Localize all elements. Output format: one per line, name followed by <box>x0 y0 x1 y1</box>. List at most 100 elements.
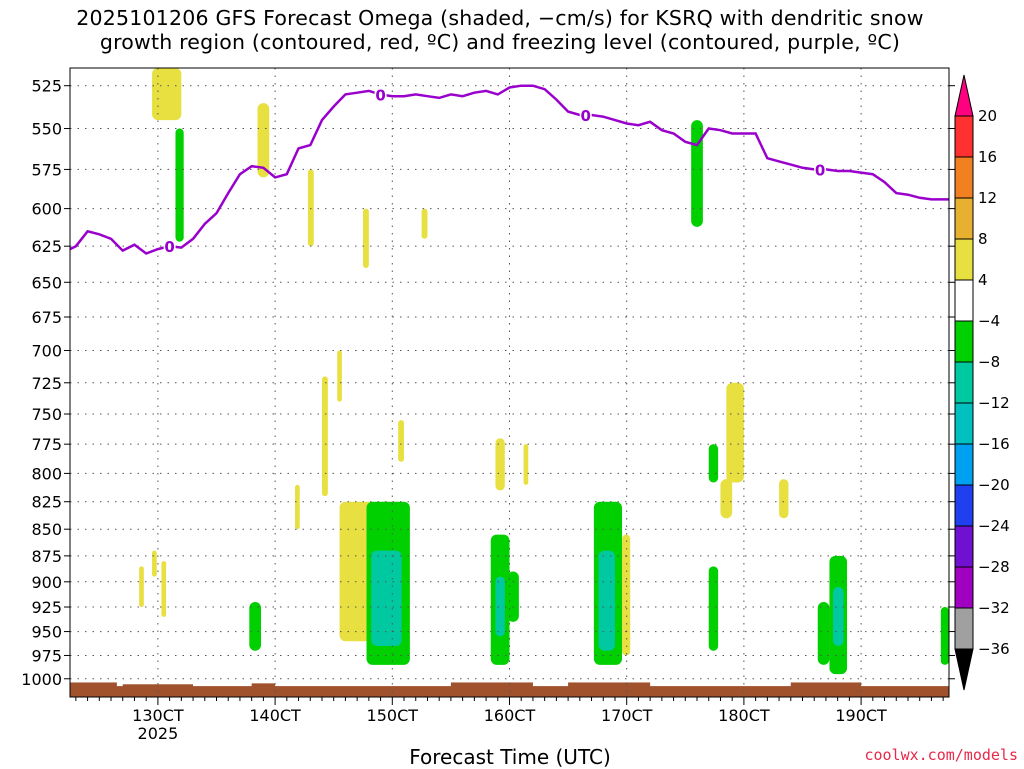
omega-cell <box>152 68 182 121</box>
omega-cell <box>363 208 369 269</box>
freezing-level-label: 0 <box>815 161 825 179</box>
x-tick-label: 170CT <box>601 706 653 725</box>
freezing-level-label-bg <box>579 107 592 124</box>
freezing-level-contour: 0 0 0 0 <box>69 84 949 256</box>
freezing-level-label-bg <box>374 86 387 103</box>
colorbar-label: −12 <box>978 394 1010 412</box>
colorbar-segment <box>954 115 974 158</box>
colorbar-label: −4 <box>978 312 1000 330</box>
colorbar-segment <box>954 566 974 609</box>
colorbar-bottom-arrow <box>954 648 974 691</box>
omega-cell <box>321 376 328 497</box>
y-tick-label: 900 <box>31 573 62 592</box>
colorbar-label: −32 <box>978 599 1010 617</box>
omega-cell <box>817 602 830 665</box>
omega-cell <box>832 586 844 646</box>
omega-cell <box>175 128 184 242</box>
colorbar-segment <box>954 607 974 650</box>
omega-cell <box>161 561 167 617</box>
x-tick-label: 180CT <box>718 706 770 725</box>
omega-cell <box>249 602 262 651</box>
terrain-bump <box>122 684 194 688</box>
x-tick-label: 160CT <box>484 706 536 725</box>
omega-cell <box>617 518 623 661</box>
omega-cell <box>622 534 631 656</box>
terrain-bump <box>790 682 862 688</box>
colorbar-label: 16 <box>978 148 997 166</box>
omega-cell <box>371 550 402 646</box>
omega-cell <box>598 550 615 651</box>
omega-cell <box>152 550 157 577</box>
colorbar-segment <box>954 443 974 486</box>
x-axis-label: Forecast Time (UTC) <box>409 745 611 769</box>
terrain-bump <box>251 683 276 688</box>
y-tick-label: 750 <box>31 405 62 424</box>
colorbar-label: 20 <box>978 107 997 125</box>
omega-cell <box>257 103 270 178</box>
colorbar-segment <box>954 320 974 363</box>
colorbar-segment <box>954 238 974 281</box>
freezing-level-line <box>69 84 949 255</box>
y-tick-label: 625 <box>31 237 62 256</box>
omega-cell <box>421 208 428 239</box>
terrain-bump <box>568 682 651 688</box>
y-tick-label: 850 <box>31 520 62 539</box>
y-tick-label: 1000 <box>21 670 62 689</box>
y-tick-label: 800 <box>31 464 62 483</box>
title-line-1: 2025101206 GFS Forecast Omega (shaded, −… <box>76 6 924 30</box>
colorbar-label: −20 <box>978 476 1010 494</box>
omega-cell <box>726 382 744 483</box>
colorbar-segment <box>954 525 974 568</box>
omega-cell <box>507 571 519 622</box>
omega-cell <box>708 444 719 483</box>
omega-cell <box>720 479 733 519</box>
y-tick-label: 775 <box>31 435 62 454</box>
freezing-level-label: 0 <box>580 107 590 125</box>
site-credit: coolwx.com/models <box>864 746 1018 764</box>
colorbar-label: 4 <box>978 271 988 289</box>
colorbar-segment <box>954 402 974 445</box>
x-tick-label: 190CT <box>835 706 887 725</box>
y-tick-label: 550 <box>31 120 62 139</box>
omega-cell <box>779 479 789 519</box>
omega-cell <box>307 169 314 247</box>
omega-cell <box>940 607 949 665</box>
colorbar-segment <box>954 197 974 240</box>
omega-cell <box>708 566 719 651</box>
terrain-layer <box>70 682 949 697</box>
title-line-2: growth region (contoured, red, ºC) and f… <box>99 30 901 54</box>
omega-cell <box>495 438 505 491</box>
x-tick-sublabel: 2025 <box>138 724 179 743</box>
y-tick-label: 575 <box>31 160 62 179</box>
colorbar-segment <box>954 484 974 527</box>
omega-cell <box>495 576 505 637</box>
y-tick-label: 875 <box>31 547 62 566</box>
colorbar-label: −8 <box>978 353 1000 371</box>
colorbar: 20 16 12 8 4 −4 −8 −12 −16 −20 −24 −28 −32 −36 <box>954 74 1010 691</box>
terrain-bump <box>450 682 533 688</box>
y-tick-label: 525 <box>31 77 62 96</box>
freezing-level-label: 0 <box>375 86 385 104</box>
colorbar-label: −24 <box>978 517 1010 535</box>
omega-cell <box>339 501 375 642</box>
y-tick-label: 925 <box>31 598 62 617</box>
freezing-level-label-bg <box>814 161 827 178</box>
y-tick-label: 600 <box>31 200 62 219</box>
omega-cell <box>691 120 703 227</box>
colorbar-segment <box>954 156 974 199</box>
y-tick-label: 725 <box>31 374 62 393</box>
y-tick-label: 700 <box>31 341 62 360</box>
colorbar-segment <box>954 361 974 404</box>
y-tick-label: 975 <box>31 646 62 665</box>
colorbar-label: 12 <box>978 189 997 207</box>
y-tick-label: 650 <box>31 273 62 292</box>
omega-cell <box>337 350 342 402</box>
omega-cell <box>398 420 405 462</box>
omega-cell <box>295 484 300 530</box>
x-tick-label: 140CT <box>249 706 301 725</box>
colorbar-label: 8 <box>978 230 988 248</box>
freezing-level-label: 0 <box>164 238 174 256</box>
x-tick-label: 130CT <box>132 706 184 725</box>
